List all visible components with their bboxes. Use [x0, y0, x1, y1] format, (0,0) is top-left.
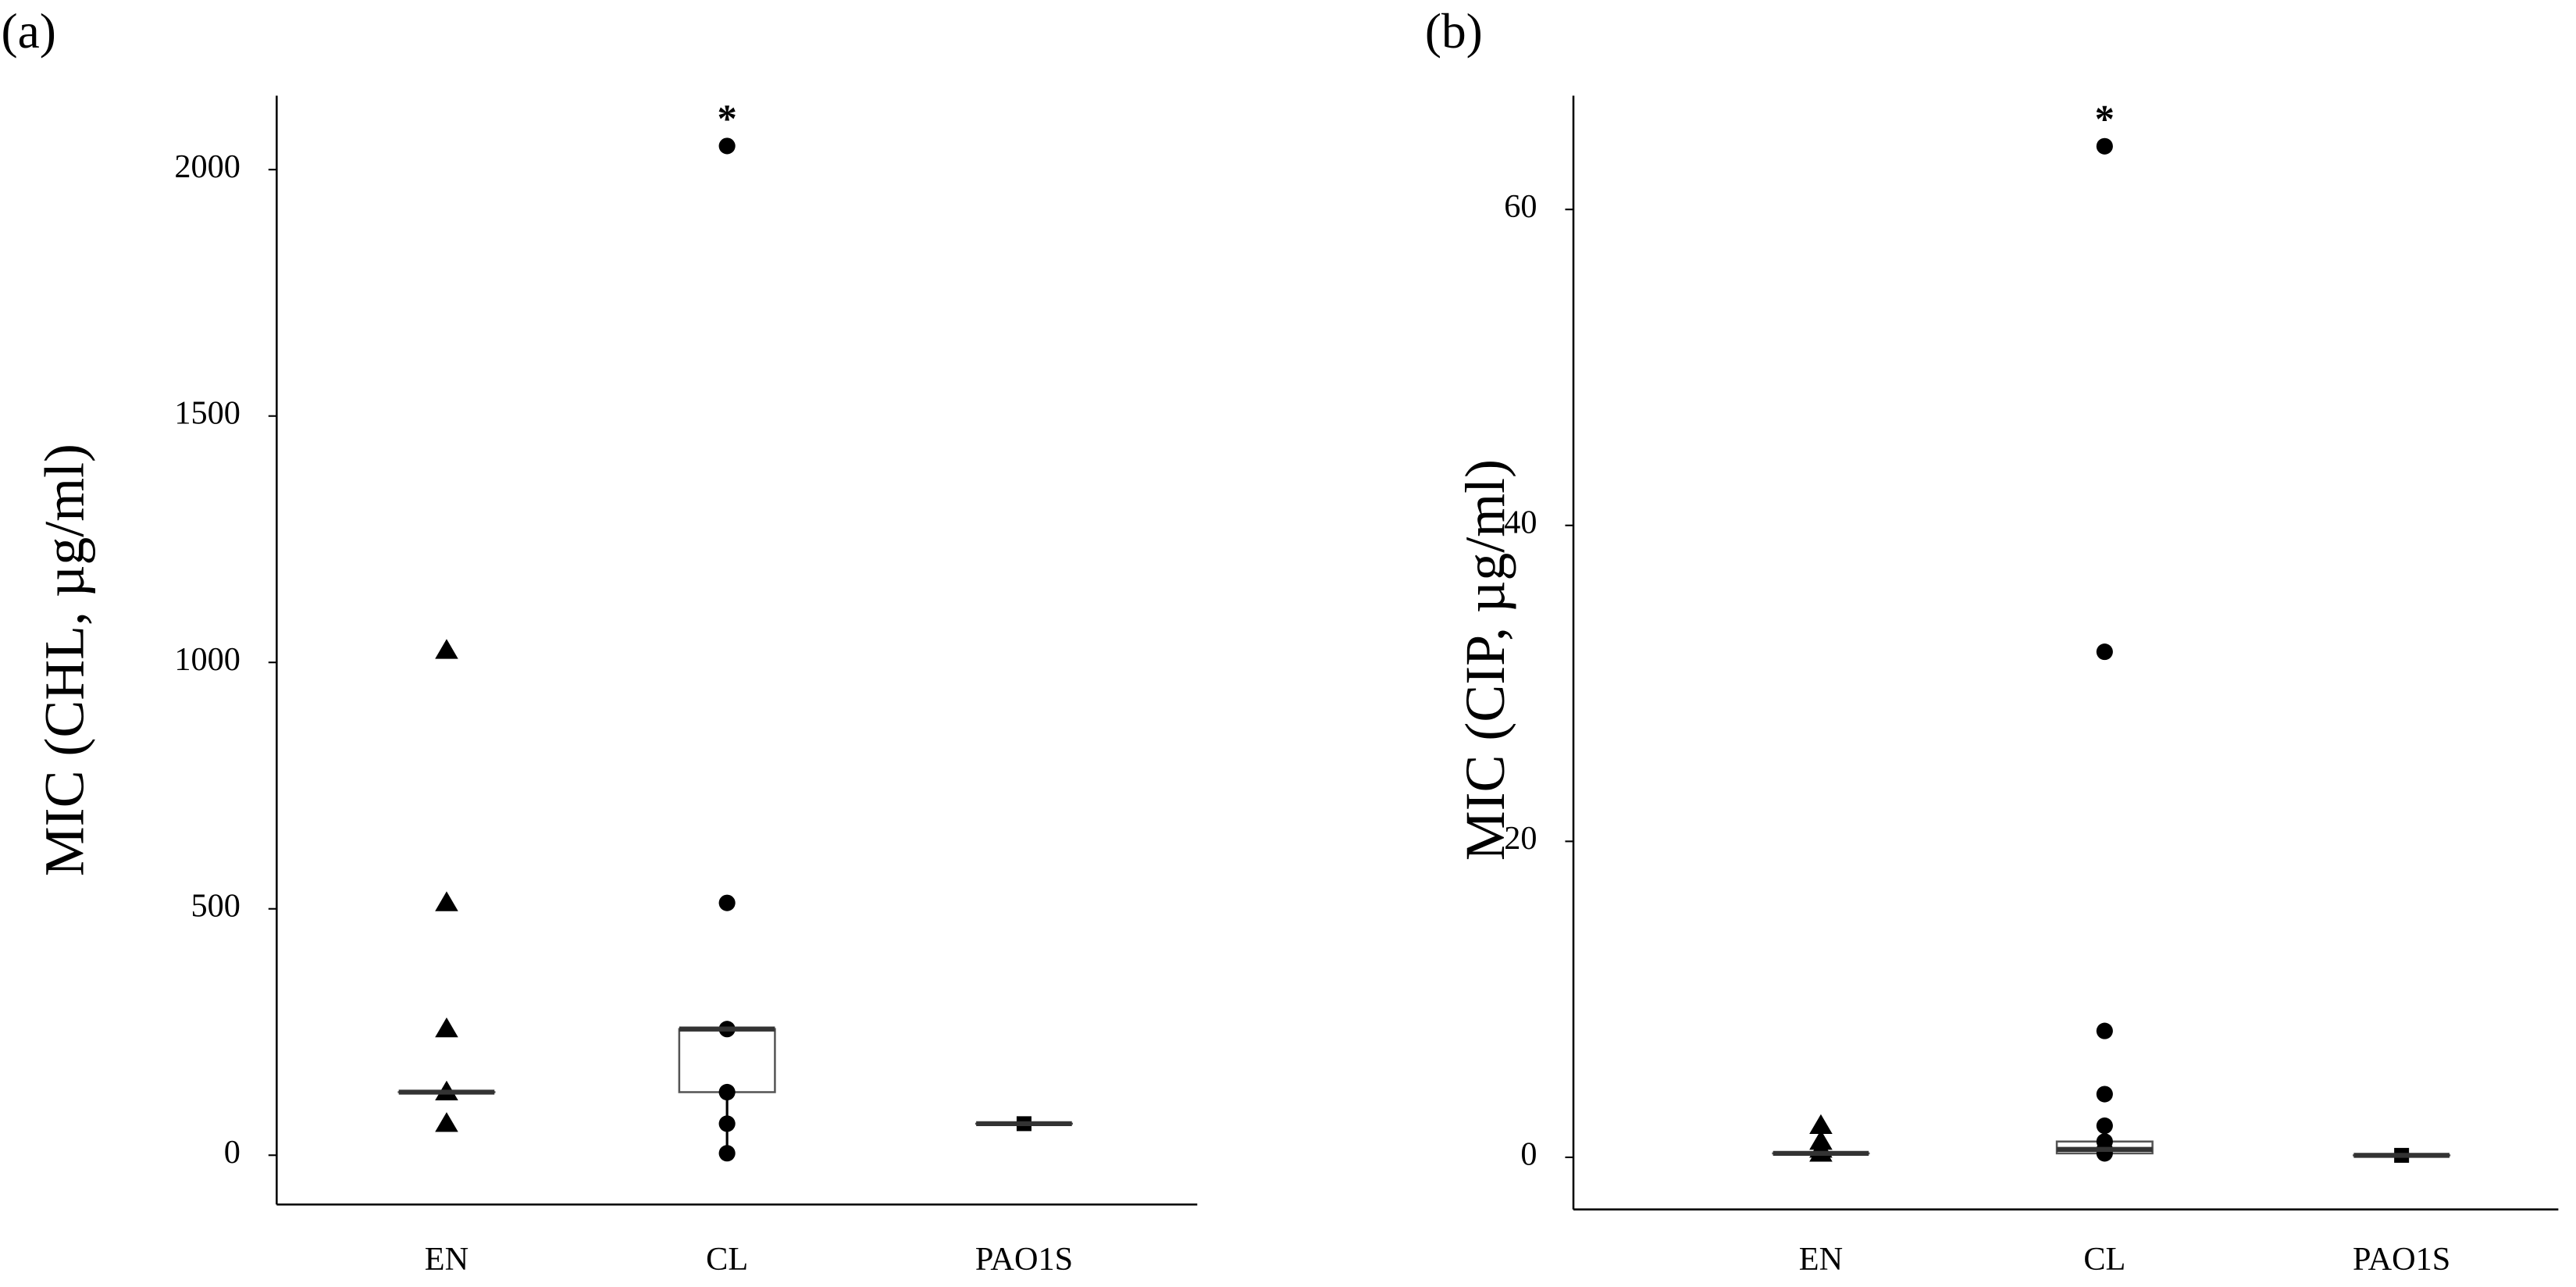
data-point: [2096, 1086, 2113, 1103]
y-tick-label: 0: [1520, 1136, 1537, 1173]
data-point: [435, 1017, 458, 1038]
data-point: [435, 891, 458, 911]
data-point: [1809, 1114, 1833, 1135]
y-tick-label: 40: [1504, 504, 1537, 540]
y-tick-label: 1000: [174, 641, 240, 678]
y-tick-label: 500: [191, 887, 240, 924]
data-point: [2096, 137, 2113, 155]
data-point: [718, 1145, 736, 1162]
panel-label: (a): [2, 4, 56, 59]
x-tick-label: CL: [706, 1241, 748, 1278]
data-point: [2096, 1022, 2113, 1039]
data-point: [718, 1083, 736, 1101]
y-tick-label: 20: [1504, 820, 1537, 857]
y-axis-label: MIC (CIP, µg/ml): [1454, 459, 1516, 861]
x-tick-label: EN: [1799, 1241, 1843, 1278]
x-tick-label: PAO1S: [975, 1241, 1073, 1278]
y-tick-label: 60: [1504, 188, 1537, 225]
data-point: [2096, 644, 2113, 661]
y-tick-label: 1500: [174, 394, 240, 431]
x-tick-label: PAO1S: [2353, 1241, 2450, 1278]
box: [678, 1028, 776, 1093]
data-point: [435, 1112, 458, 1132]
data-point: [435, 639, 458, 659]
y-tick-label: 2000: [174, 148, 240, 185]
x-tick-label: EN: [425, 1241, 469, 1278]
data-point: [2096, 1117, 2113, 1135]
panel-label: (b): [1425, 4, 1483, 59]
x-tick-label: CL: [2083, 1241, 2125, 1278]
y-axis-label: MIC (CHL, µg/ml): [34, 444, 96, 876]
data-point: [718, 1115, 736, 1132]
data-point: [718, 894, 736, 911]
data-point: [718, 137, 736, 155]
y-tick-label: 0: [224, 1134, 240, 1171]
annotation: *: [717, 97, 736, 141]
annotation: *: [2095, 97, 2115, 141]
